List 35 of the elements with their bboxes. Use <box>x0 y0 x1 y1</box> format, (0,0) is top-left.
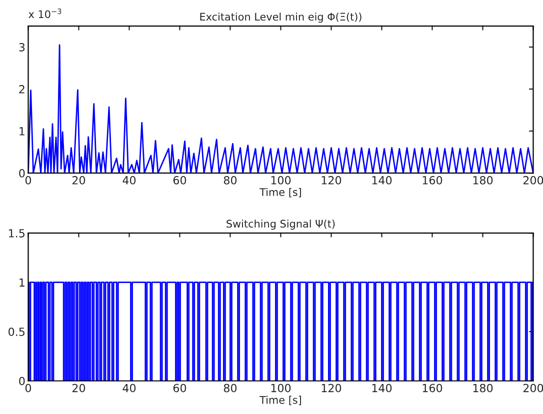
x-tick-label: 100 <box>271 176 291 184</box>
x-tick-label: 100 <box>271 384 291 392</box>
y-tick-label: 3 <box>19 43 25 52</box>
x-tick-label: 40 <box>122 176 136 184</box>
x-tick-label: 80 <box>224 384 237 392</box>
x-tick-label: 60 <box>173 384 186 392</box>
chart-title: Excitation Level min eig Φ(Ξ(t)) <box>200 12 362 23</box>
x-tick-label: 180 <box>473 176 493 184</box>
x-tick-label: 40 <box>122 384 136 392</box>
x-axis-title: Time [s] <box>260 396 302 406</box>
x-tick-label: 160 <box>422 176 442 184</box>
y-tick-label: 1 <box>20 278 24 287</box>
x-tick-label: 60 <box>173 176 186 184</box>
x-tick-label: 140 <box>372 384 392 392</box>
x-tick-label: 140 <box>372 176 392 184</box>
y-tick-label: 1.5 <box>9 229 24 238</box>
x-tick-label: 160 <box>422 384 442 392</box>
x-tick-label: 20 <box>72 176 86 184</box>
y-tick-label: 0 <box>19 169 25 178</box>
x-tick-label: 200 <box>523 176 543 184</box>
x-axis-title: Time [s] <box>260 188 302 198</box>
x-tick-label: 200 <box>523 384 543 392</box>
y-tick-label: 1 <box>20 127 24 136</box>
y-tick-label: 2 <box>19 85 24 94</box>
x-tick-label: 0 <box>25 176 32 184</box>
chart-title: Switching Signal Ψ(t) <box>226 220 335 230</box>
x-tick-label: 180 <box>473 384 493 392</box>
y-tick-label: 0.5 <box>8 328 24 336</box>
x-tick-label: 120 <box>322 176 342 184</box>
x-tick-label: 80 <box>224 176 237 184</box>
x-tick-label: 120 <box>322 384 342 392</box>
y-tick-label: 0 <box>19 376 25 386</box>
text: x 10$^{−3}$ <box>28 8 62 18</box>
x-tick-label: 20 <box>72 384 86 392</box>
x-tick-label: 0 <box>25 384 32 392</box>
